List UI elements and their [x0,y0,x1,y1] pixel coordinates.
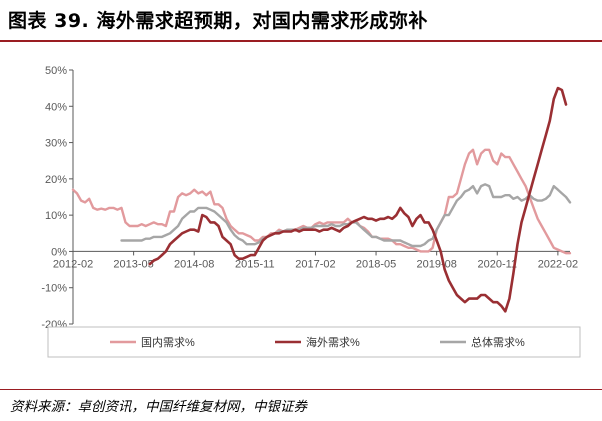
legend-item-total: 总体需求% [440,335,525,349]
legend-label: 总体需求% [471,335,525,349]
y-tick-label: 40% [45,101,67,113]
legend: 国内需求% 海外需求% 总体需求% [110,335,525,349]
y-tick-label: 50% [45,65,67,77]
legend-item-overseas: 海外需求% [275,335,360,349]
title-divider [0,40,602,42]
y-tick-label: 20% [45,174,67,186]
x-tick-label: 2020-11 [477,258,517,270]
legend-box [47,326,581,358]
y-axis: 50%40%30%20%10%0%-10%-20% [41,65,74,331]
x-tick-label: 2014-08 [174,258,214,270]
demand-line-chart: 50%40%30%20%10%0%-10%-20% 2012-02 2013-05… [41,65,581,358]
x-tick-label: 2015-11 [235,258,275,270]
x-tick-label: 2012-02 [53,258,93,270]
total-demand-line [120,183,572,248]
x-tick-label: 2018-05 [356,258,396,270]
x-tick-label: 2013-05 [113,258,153,270]
x-axis: 2012-02 2013-05 2014-08 2015-11 2017-02 2018-… [53,250,578,270]
overseas-demand-line [148,86,568,313]
x-tick-label: 2017-02 [295,258,335,270]
x-tick-label: 2019-08 [416,258,456,270]
x-tick-label: 2022-02 [538,258,578,270]
domestic-demand-line [71,148,572,255]
y-tick-label: -10% [41,283,67,295]
legend-item-domestic: 国内需求% [110,335,195,349]
source-note: 资料来源：卓创资讯，中国纤维复材网，中银证券 [10,399,307,415]
y-tick-label: 10% [45,210,67,222]
series-layer [71,86,572,313]
page-title: 图表 39. 海外需求超预期，对国内需求形成弥补 [8,10,428,32]
legend-label: 海外需求% [306,335,360,349]
source-divider [0,389,602,390]
legend-label: 国内需求% [141,335,195,349]
y-tick-label: 30% [45,138,67,150]
y-tick-label: 0% [51,246,67,258]
